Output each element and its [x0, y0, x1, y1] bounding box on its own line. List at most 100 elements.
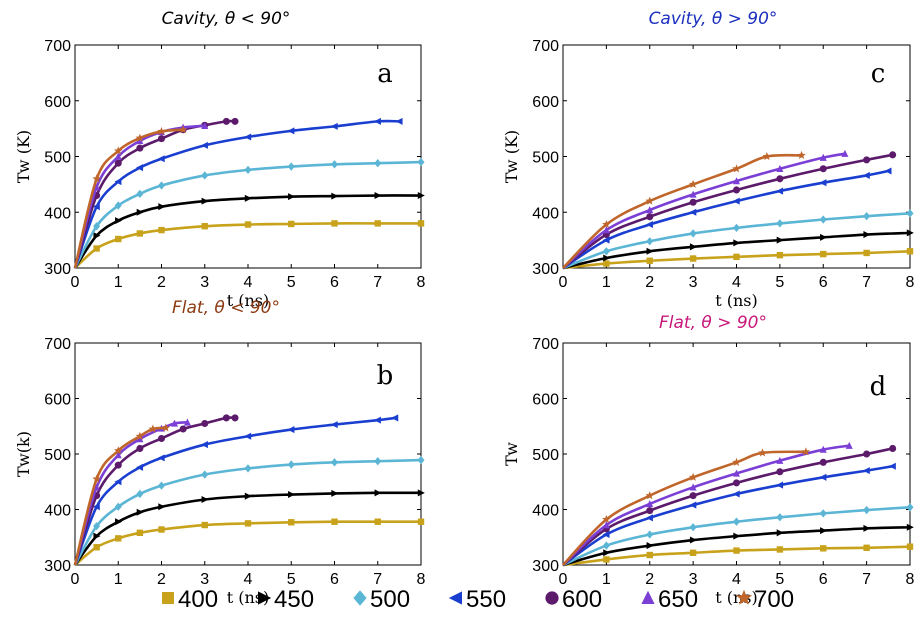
data-point-450 [115, 518, 123, 526]
data-point-500 [330, 458, 339, 467]
data-point-450 [906, 229, 914, 237]
data-point-550 [689, 501, 697, 509]
data-point-450 [776, 236, 784, 244]
data-point-650 [732, 177, 741, 185]
data-point-500 [602, 541, 610, 550]
data-point-400 [689, 255, 697, 262]
series-700 [562, 150, 806, 269]
x-tick-label: 6 [330, 571, 339, 588]
legend-label: 500 [370, 586, 410, 613]
series-400 [562, 248, 914, 270]
data-point-550 [689, 208, 697, 216]
y-tick-label: 400 [532, 503, 559, 520]
data-point-550 [391, 414, 399, 422]
data-point-450 [417, 192, 425, 200]
data-point-400 [646, 551, 653, 559]
data-point-700 [758, 448, 767, 457]
data-point-550 [819, 473, 827, 481]
x-axis-label: t (ns) [715, 291, 758, 310]
data-point-500 [417, 157, 425, 167]
data-point-450 [244, 492, 252, 500]
series-line-600 [73, 416, 236, 566]
data-point-550 [287, 127, 295, 135]
legend-entry-650: 650 [641, 586, 698, 613]
data-point-450 [689, 243, 697, 251]
data-point-500 [819, 215, 827, 224]
data-point-650 [114, 451, 122, 459]
panel-b: Flat, θ < 90° 0 1 2 3 4 5 6 7 8300400500600700t … [14, 298, 426, 607]
data-point-600 [114, 461, 122, 469]
y-tick-label: 600 [532, 94, 559, 111]
data-point-400 [417, 518, 425, 525]
data-point-400 [374, 220, 381, 227]
panel-c-title: Cavity, θ > 90° [649, 9, 778, 29]
data-point-650 [776, 164, 784, 172]
data-point-450 [820, 233, 828, 241]
series-line-400 [74, 520, 421, 567]
x-tick-label: 1 [602, 274, 611, 291]
data-point-700 [801, 447, 811, 456]
data-point-700 [688, 179, 698, 188]
data-point-550 [373, 416, 381, 424]
legend-entry-400: 400 [162, 586, 218, 613]
y-tick-label: 600 [532, 392, 559, 409]
x-tick-label: 7 [373, 571, 382, 588]
data-point-400 [201, 222, 208, 230]
data-point-550 [330, 421, 338, 429]
data-point-400 [136, 529, 144, 537]
data-point-450 [288, 193, 296, 201]
data-point-400 [863, 249, 870, 257]
data-point-700 [688, 472, 698, 481]
y-tick-label: 700 [44, 336, 71, 353]
data-point-550 [92, 503, 100, 511]
data-point-450 [417, 489, 425, 497]
data-point-400 [93, 245, 100, 252]
data-point-450 [820, 527, 828, 535]
data-point-700 [645, 491, 654, 500]
data-point-400 [603, 260, 610, 267]
data-point-500 [287, 460, 295, 469]
data-point-500 [136, 489, 144, 499]
series-400 [562, 543, 914, 567]
data-point-650 [114, 152, 122, 160]
panel-b-title: Flat, θ < 90° [172, 298, 280, 318]
data-point-500 [201, 470, 209, 479]
x-tick-label: 3 [689, 274, 698, 291]
data-point-500 [374, 457, 382, 466]
data-point-400 [689, 549, 697, 556]
data-point-500 [776, 513, 784, 522]
data-point-450 [689, 536, 697, 544]
data-point-450 [733, 532, 741, 540]
data-point-550 [776, 481, 784, 489]
series-650 [562, 149, 849, 269]
data-point-450 [374, 192, 382, 200]
series-500 [73, 157, 425, 269]
data-point-650 [93, 483, 101, 491]
data-point-400 [603, 556, 610, 563]
data-point-650 [201, 121, 209, 130]
data-point-500 [417, 455, 425, 465]
data-point-500 [114, 201, 122, 210]
data-point-450 [115, 217, 123, 225]
series-line-550 [73, 119, 400, 269]
x-tick-label: 5 [287, 571, 296, 588]
data-point-700 [161, 423, 171, 432]
data-point-550 [244, 133, 252, 141]
data-point-550 [602, 236, 610, 244]
series-line-450 [73, 194, 422, 269]
series-500 [562, 209, 914, 270]
x-tick-label: 5 [287, 274, 296, 291]
panel-letter: b [377, 361, 394, 391]
y-tick-label: 300 [532, 558, 559, 575]
y-tick-label: 500 [532, 447, 559, 464]
x-tick-label: 5 [775, 571, 784, 588]
series-400 [74, 518, 425, 567]
data-point-500 [689, 523, 697, 532]
legend-label: 600 [562, 586, 602, 613]
data-point-650 [646, 500, 654, 508]
data-point-400 [288, 519, 295, 526]
legend-label: 550 [466, 586, 506, 613]
data-point-450 [288, 490, 296, 499]
series-line-650 [562, 444, 850, 566]
